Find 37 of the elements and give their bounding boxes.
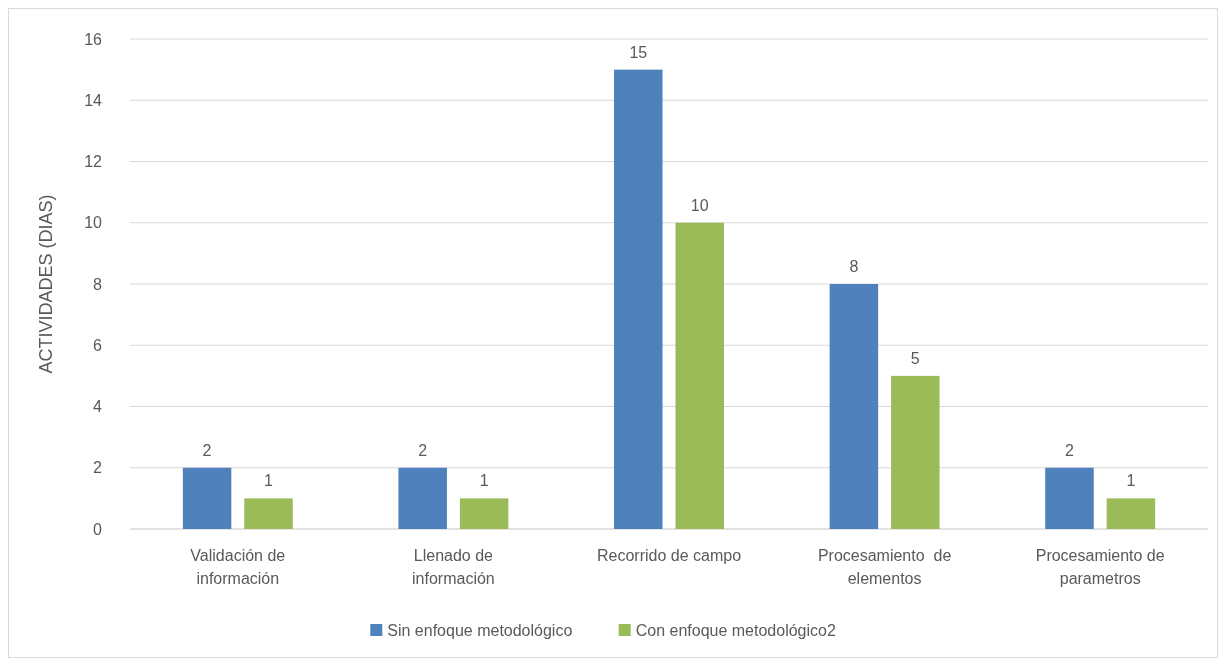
- bar: [1106, 498, 1156, 529]
- x-tick-label: Validación de información: [190, 547, 286, 587]
- y-tick-label: 16: [84, 30, 103, 48]
- bar: [182, 467, 232, 529]
- bar: [244, 498, 293, 529]
- y-tick-label: 10: [84, 214, 103, 232]
- data-label: 1: [479, 472, 489, 490]
- y-tick-label: 6: [93, 336, 103, 354]
- y-tick-label: 12: [84, 153, 103, 171]
- y-tick-label: 0: [93, 520, 103, 538]
- y-tick-label: 2: [93, 459, 103, 477]
- bar: [614, 69, 663, 529]
- bar: [675, 222, 724, 529]
- bar: [398, 467, 447, 529]
- bar: [459, 498, 509, 529]
- data-label: 1: [264, 472, 274, 490]
- bar: [1045, 467, 1094, 529]
- y-axis-title: ACTIVIDADES (DIAS): [36, 194, 56, 374]
- bar: [891, 375, 940, 529]
- x-tick-label: Llenado de información: [412, 547, 495, 587]
- y-tick-label: 14: [84, 91, 103, 109]
- legend-label: Sin enfoque metodológico: [387, 621, 573, 639]
- x-tick-label: Recorrido de campo: [596, 547, 742, 564]
- data-label: 2: [418, 441, 428, 459]
- legend-label: Con enfoque metodológico2: [635, 621, 836, 639]
- data-label: 5: [910, 349, 920, 367]
- data-label: 1: [1126, 472, 1136, 490]
- y-tick-label: 4: [93, 398, 103, 416]
- x-tick-label: Procesamiento de elementos: [817, 547, 952, 587]
- bar: [829, 284, 879, 529]
- x-tick-label: Procesamiento de parametros: [1035, 547, 1165, 587]
- data-label: 2: [202, 441, 212, 459]
- data-label: 8: [849, 258, 859, 275]
- y-tick-label: 8: [93, 275, 103, 293]
- data-label: 10: [690, 196, 709, 214]
- data-label: 15: [629, 43, 648, 61]
- data-label: 2: [1065, 441, 1075, 459]
